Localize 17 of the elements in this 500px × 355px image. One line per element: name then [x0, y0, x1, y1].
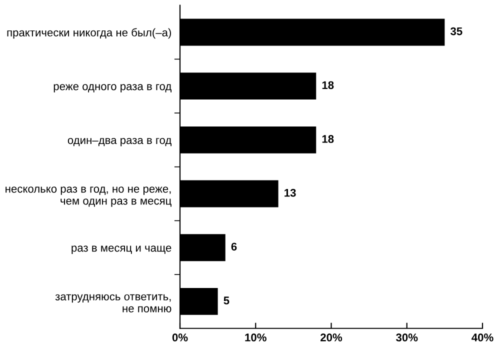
y-tick-label: несколько раз в год, но не реже, чем один раз в месяц	[6, 186, 172, 207]
y-tick-label: раз в месяц и чаще	[72, 246, 172, 254]
x-tick-label: 0%	[172, 334, 188, 342]
data-label: 18	[322, 81, 334, 90]
y-tick-label: реже одного раза в год	[54, 84, 172, 92]
y-tick-label: один–два раза в год	[68, 138, 172, 146]
x-tick-label: 20%	[320, 334, 342, 342]
x-tick-label: 40%	[472, 334, 494, 342]
data-label: 5	[224, 296, 230, 304]
y-tick-label: затрудняюсь ответить, не помню	[55, 294, 172, 312]
y-tick-label: практически никогда не был(–а)	[7, 28, 171, 39]
data-label: 18	[322, 135, 334, 143]
x-tick-label: 30%	[396, 334, 418, 342]
data-label: 13	[284, 188, 296, 197]
x-tick-label: 10%	[245, 334, 266, 342]
data-label: 35	[450, 27, 462, 36]
data-label: 6	[231, 242, 237, 251]
